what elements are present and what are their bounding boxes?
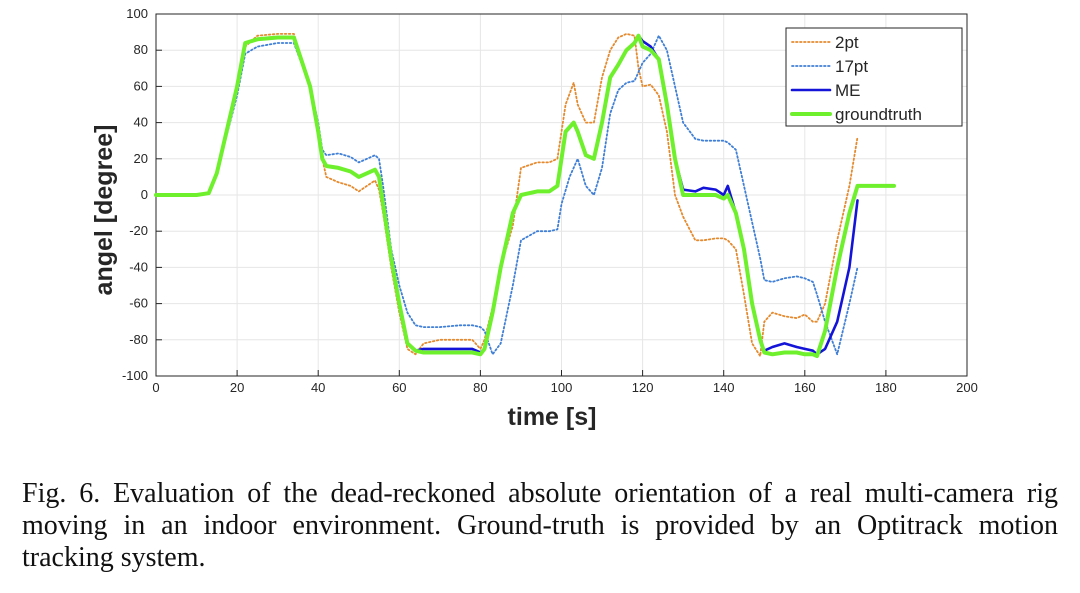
y-tick-label: -40 <box>129 259 148 274</box>
x-tick-label: 140 <box>713 380 735 395</box>
x-tick-label: 60 <box>392 380 406 395</box>
legend-label-ME: ME <box>835 81 861 100</box>
x-tick-label: 20 <box>230 380 244 395</box>
x-tick-label: 160 <box>794 380 816 395</box>
y-axis-label: angel [degree] <box>90 125 118 296</box>
y-tick-label: 60 <box>134 78 148 93</box>
y-tick-label: -60 <box>129 296 148 311</box>
y-tick-label: -20 <box>129 223 148 238</box>
y-tick-label: -80 <box>129 332 148 347</box>
y-tick-label: 0 <box>141 187 148 202</box>
legend: 2pt 17pt ME groundtruth <box>785 27 963 127</box>
y-tick-label: 100 <box>126 6 148 21</box>
line-chart: 0 20 40 60 80 100 120 140 160 180 200-100-80-60-40… <box>90 6 978 431</box>
x-tick-label: 40 <box>311 380 325 395</box>
legend-label-17pt: 17pt <box>835 57 868 76</box>
figure-caption: Fig. 6. Evaluation of the dead-reckoned … <box>22 478 1058 573</box>
y-tick-label: 20 <box>134 151 148 166</box>
y-tick-label: 40 <box>134 115 148 130</box>
series-lines <box>154 33 896 359</box>
x-tick-label: 80 <box>473 380 487 395</box>
series-line-groundtruth <box>154 33 896 359</box>
x-tick-label: 100 <box>551 380 573 395</box>
legend-box <box>785 27 963 127</box>
x-tick-label: 120 <box>632 380 654 395</box>
legend-label-groundtruth: groundtruth <box>835 105 922 124</box>
x-tick-label: 200 <box>956 380 978 395</box>
legend-label-2pt: 2pt <box>835 33 859 52</box>
y-tick-label: 80 <box>134 42 148 57</box>
x-tick-label: 0 <box>152 380 159 395</box>
x-tick-label: 180 <box>875 380 897 395</box>
y-tick-label: -100 <box>122 368 148 383</box>
x-axis-label: time [s] <box>508 403 597 431</box>
axis-ticks: 0 20 40 60 80 100 120 140 160 180 200-100-80-60-40… <box>122 6 978 395</box>
